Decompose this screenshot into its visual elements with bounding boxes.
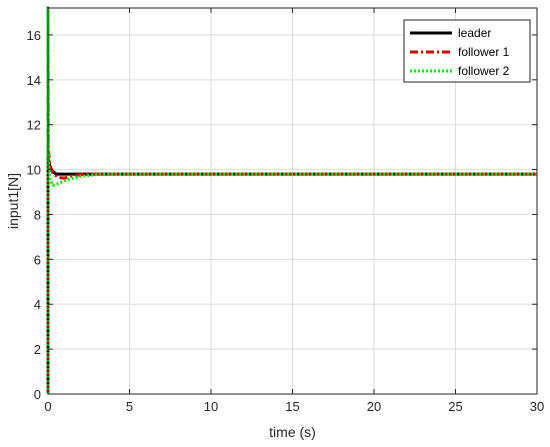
axis-ticks: 0 5 10 15 20 25 30 0 2 4 6 8 10 12 14 16 <box>27 8 544 414</box>
x-tick-label: 10 <box>204 399 218 414</box>
x-tick-label: 25 <box>448 399 462 414</box>
y-tick-label: 12 <box>27 118 41 133</box>
legend-box <box>403 19 531 83</box>
x-tick-label: 0 <box>44 399 51 414</box>
x-axis-label: time (s) <box>269 424 316 440</box>
y-tick-label: 8 <box>34 207 41 222</box>
x-tick-label: 5 <box>126 399 133 414</box>
legend-entry-label: follower 2 <box>458 64 510 78</box>
x-tick-label: 15 <box>285 399 299 414</box>
legend-entry-label: leader <box>458 26 491 40</box>
y-tick-label: 6 <box>34 252 41 267</box>
y-tick-label: 16 <box>27 28 41 43</box>
y-tick-label: 10 <box>27 163 41 178</box>
y-axis-label: input1[N] <box>5 173 21 229</box>
y-tick-label: 14 <box>27 73 41 88</box>
x-tick-label: 30 <box>530 399 544 414</box>
y-tick-label: 4 <box>34 297 41 312</box>
legend: leader follower 1 follower 2 <box>403 19 531 83</box>
x-tick-label: 20 <box>367 399 381 414</box>
legend-entry-label: follower 1 <box>458 45 510 59</box>
y-tick-label: 2 <box>34 342 41 357</box>
y-tick-label: 0 <box>34 387 41 402</box>
